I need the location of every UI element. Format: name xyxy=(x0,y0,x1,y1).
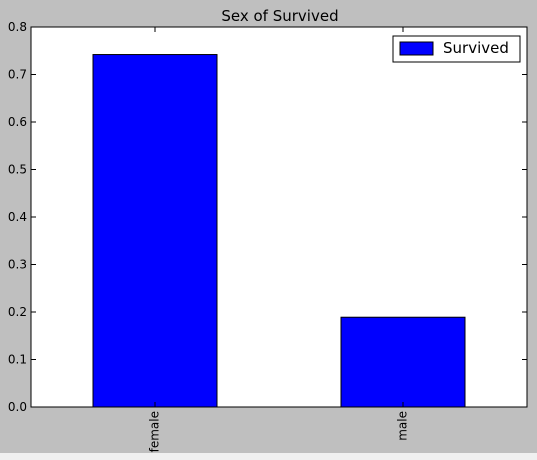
x-tick-label-female: female xyxy=(148,411,162,452)
bar-female xyxy=(92,54,218,408)
legend: Survived xyxy=(392,35,521,63)
y-tick-label: 0.6 xyxy=(8,115,27,129)
y-tick-label: 0.7 xyxy=(8,68,27,82)
y-tick-label: 0.8 xyxy=(8,20,27,34)
y-tick-label: 0.3 xyxy=(8,258,27,272)
legend-swatch xyxy=(399,41,434,56)
bottom-strip xyxy=(0,453,537,460)
x-axis: female male xyxy=(148,27,410,452)
y-tick-label: 0.2 xyxy=(8,305,27,319)
bars xyxy=(92,54,466,408)
y-tick-label: 0.0 xyxy=(8,400,27,414)
y-tick-label: 0.1 xyxy=(8,353,27,367)
x-tick-label-male: male xyxy=(396,411,410,441)
legend-label: Survived xyxy=(443,39,509,57)
y-tick-label: 0.4 xyxy=(8,210,27,224)
plot-frame xyxy=(30,26,528,408)
chart-title: Sex of Survived xyxy=(221,7,338,25)
y-tick-label: 0.5 xyxy=(8,163,27,177)
bar-male xyxy=(340,316,466,408)
